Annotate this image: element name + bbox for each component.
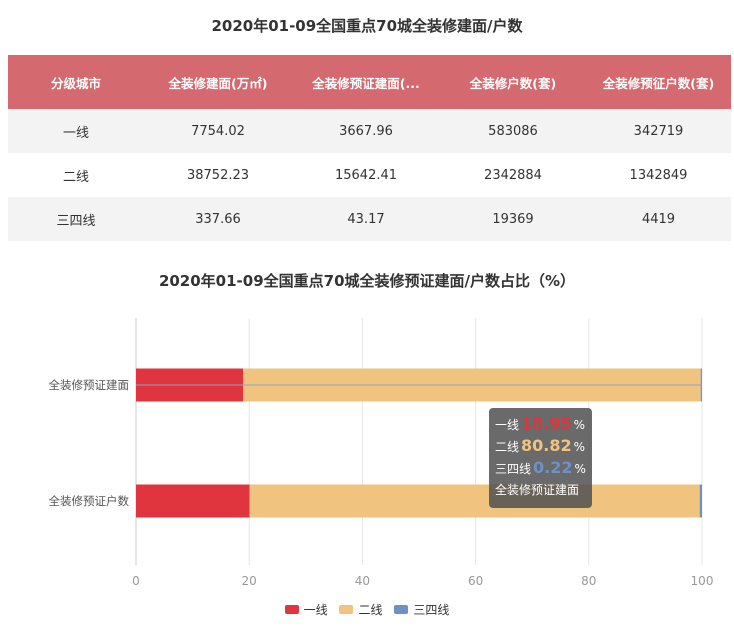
x-tick-label: 20 (242, 574, 257, 588)
table-cell: 3667.96 (292, 109, 440, 153)
table-cell: 7754.02 (144, 109, 292, 153)
tooltip-series-name: 三四线 (495, 462, 532, 476)
bar-segment (136, 484, 250, 518)
tooltip-value: 80.82 (521, 436, 572, 455)
bar-segment (249, 484, 700, 518)
legend-label: 一线 (303, 603, 328, 617)
table-cell: 三四线 (8, 197, 144, 241)
table-cell: 342719 (586, 109, 731, 153)
table-cell: 一线 (8, 109, 144, 153)
y-category-label: 全装修预证户数 (49, 494, 130, 508)
tooltip-row: 三四线 0.22% (495, 457, 586, 479)
x-tick-label: 60 (468, 574, 483, 588)
legend-item-tier3-4[interactable]: 三四线 (394, 601, 449, 618)
tooltip-series-name: 一线 (495, 418, 520, 432)
table-cell: 38752.23 (144, 153, 292, 197)
legend-swatch (284, 605, 299, 614)
legend-swatch (339, 605, 354, 614)
tooltip-unit: % (573, 418, 586, 432)
table-cell: 1342849 (586, 153, 731, 197)
table-cell: 15642.41 (292, 153, 440, 197)
x-tick-label: 40 (355, 574, 370, 588)
table-cell: 4419 (586, 197, 731, 241)
x-tick-label: 100 (691, 574, 714, 588)
legend-item-tier2[interactable]: 二线 (339, 601, 383, 618)
legend-label: 三四线 (413, 603, 450, 617)
table-cell: 337.66 (144, 197, 292, 241)
column-header: 全装修预征户数(套) (586, 55, 731, 109)
table-cell: 二线 (8, 153, 144, 197)
tooltip-value: 18.95 (521, 414, 572, 433)
data-table: 分级城市 全装修建面(万㎡) 全装修预证建面(... 全装修户数(套) 全装修预… (8, 55, 731, 241)
table-cell: 2342884 (440, 153, 586, 197)
column-header: 全装修预证建面(... (292, 55, 440, 109)
column-header: 全装修建面(万㎡) (144, 55, 292, 109)
x-tick-label: 80 (581, 574, 596, 588)
tooltip-row: 二线 80.82% (495, 435, 586, 457)
tooltip-series-name: 二线 (495, 440, 520, 454)
table-row: 三四线 337.66 43.17 19369 4419 (8, 197, 731, 241)
table-header-row: 分级城市 全装修建面(万㎡) 全装修预证建面(... 全装修户数(套) 全装修预… (8, 55, 731, 109)
chart-tooltip: 一线 18.95% 二线 80.82% 三四线 0.22% 全装修预证建面 (489, 408, 592, 508)
column-header: 全装修户数(套) (440, 55, 586, 109)
legend-swatch (394, 605, 409, 614)
tooltip-unit: % (574, 462, 586, 476)
table-row: 二线 38752.23 15642.41 2342884 1342849 (8, 153, 731, 197)
tooltip-row: 一线 18.95% (495, 413, 586, 435)
tooltip-category: 全装修预证建面 (495, 483, 580, 497)
y-category-label: 全装修预证建面 (49, 378, 130, 392)
table-cell: 43.17 (292, 197, 440, 241)
tooltip-unit: % (573, 440, 586, 454)
x-tick-label: 0 (132, 574, 140, 588)
legend-item-tier1[interactable]: 一线 (284, 601, 328, 618)
chart-legend: 一线 二线 三四线 (0, 601, 734, 618)
table-cell: 583086 (440, 109, 586, 153)
table-cell: 19369 (440, 197, 586, 241)
table-row: 一线 7754.02 3667.96 583086 342719 (8, 109, 731, 153)
table-title: 2020年01-09全国重点70城全装修建面/户数 (211, 17, 523, 35)
column-header: 分级城市 (8, 55, 144, 109)
legend-label: 二线 (358, 603, 383, 617)
bar-segment (699, 484, 702, 518)
chart-title: 2020年01-09全国重点70城全装修预证建面/户数占比（%） (158, 272, 576, 290)
tooltip-value: 0.22 (533, 458, 573, 477)
